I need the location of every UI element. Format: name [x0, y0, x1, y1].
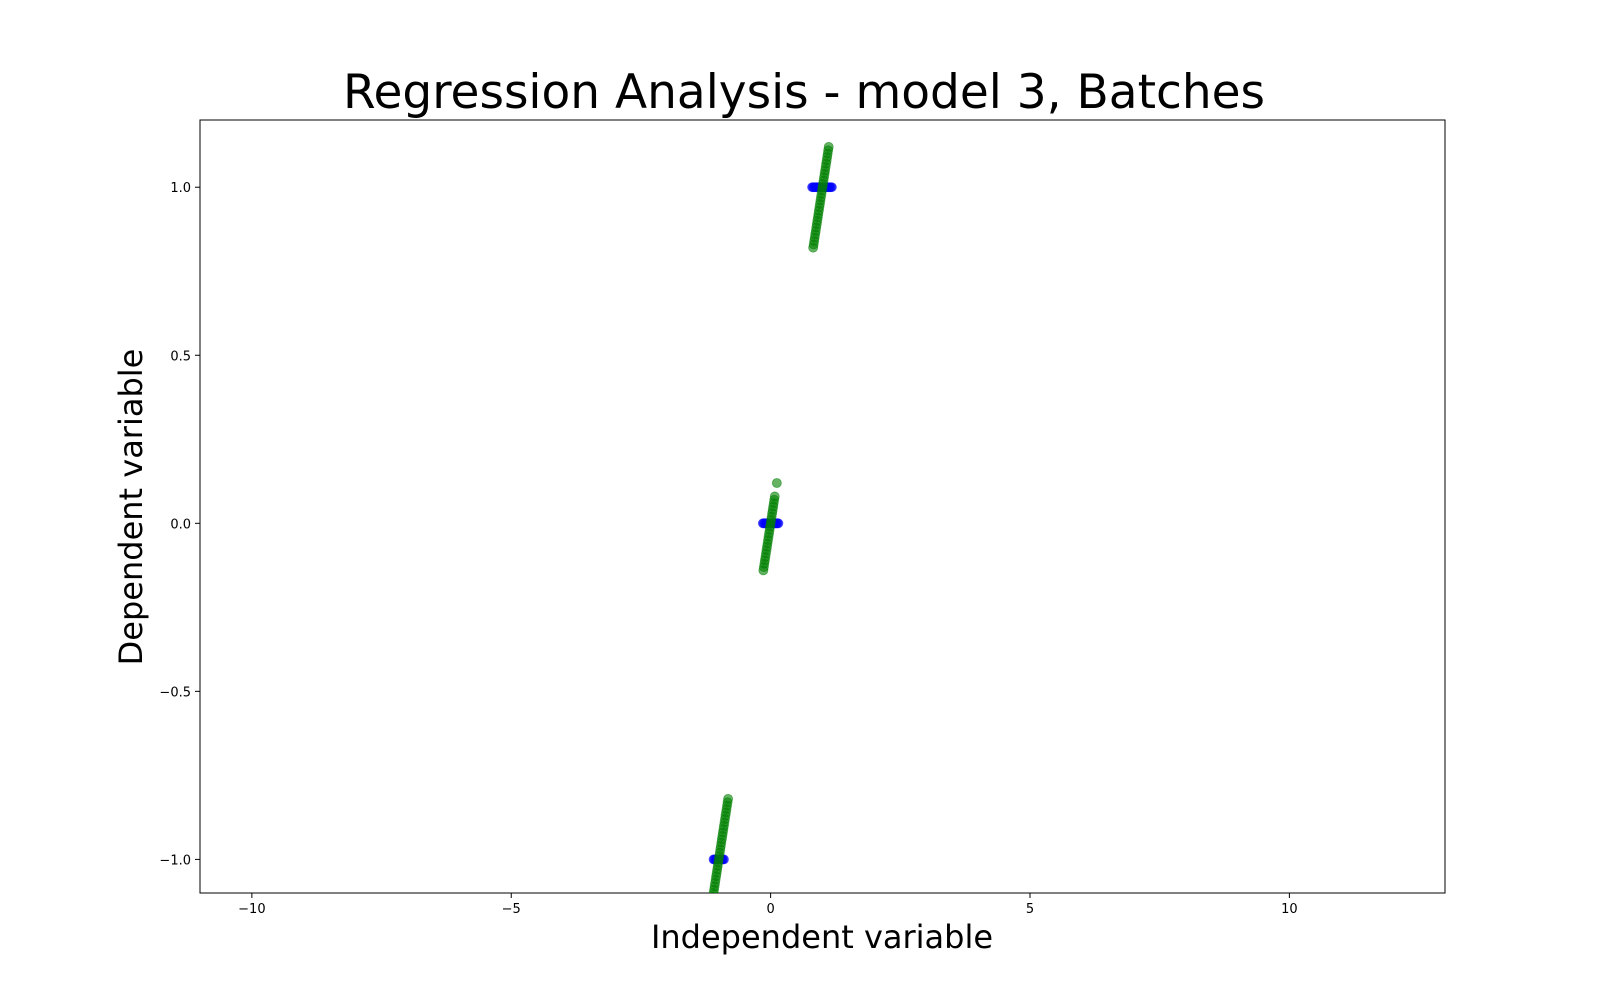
y-axis-label: Dependent variable [112, 349, 150, 666]
x-tick-label: 5 [1026, 902, 1034, 917]
x-tick-label: 10 [1281, 902, 1298, 917]
green-data-point [823, 141, 834, 152]
plot-frame [199, 119, 1446, 894]
y-tick-label: −0.5 [159, 685, 191, 700]
x-tick-label: −5 [502, 902, 521, 917]
y-tick-label: 0.5 [170, 349, 191, 364]
y-tick-label: 1.0 [170, 181, 191, 196]
data-points [708, 141, 837, 904]
green-data-point [723, 793, 733, 804]
chart-title: Regression Analysis - model 3, Batches [343, 65, 1265, 120]
y-axis: −1.0 −0.5 0.0 0.5 1.0 [159, 181, 200, 868]
y-tick-label: −1.0 [159, 853, 191, 868]
blue-data-point [826, 182, 837, 193]
green-data-point [771, 478, 782, 488]
x-tick-label: 0 [766, 902, 774, 917]
x-tick-label: −10 [238, 902, 265, 917]
green-data-point [708, 895, 717, 904]
x-axis-label: Independent variable [651, 918, 993, 956]
x-axis: −10 −5 0 5 10 [238, 893, 1298, 917]
green-data-point [769, 491, 780, 502]
y-tick-label: 0.0 [170, 517, 191, 532]
